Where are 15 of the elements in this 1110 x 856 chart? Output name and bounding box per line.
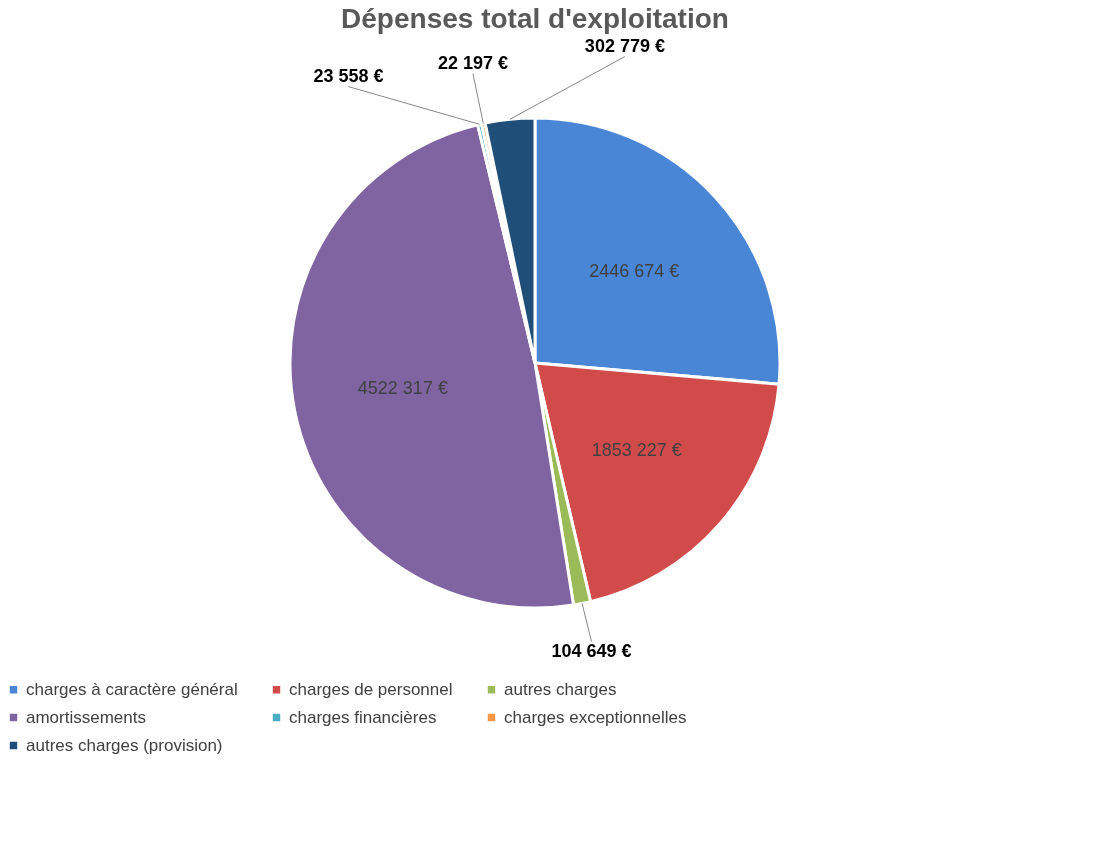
data-label: 302 779 €	[584, 35, 665, 56]
legend-label: charges exceptionnelles	[504, 707, 687, 727]
legend-label: autres charges	[504, 679, 617, 699]
legend-label: charges de personnel	[289, 679, 453, 699]
data-label: 4522 317 €	[357, 378, 448, 399]
data-label: 1853 227 €	[591, 440, 682, 461]
data-label: 2446 674 €	[589, 260, 680, 281]
data-label: 22 197 €	[437, 52, 508, 73]
legend-label: autres charges (provision)	[26, 735, 223, 755]
data-label: 104 649 €	[551, 640, 632, 661]
legend-label: amortissements	[26, 707, 146, 727]
data-label: 23 558 €	[313, 65, 384, 86]
chart-title: Dépenses total d'exploitation	[341, 2, 729, 34]
legend-label: charges financières	[289, 707, 437, 727]
legend-label: charges à caractère général	[26, 679, 238, 699]
